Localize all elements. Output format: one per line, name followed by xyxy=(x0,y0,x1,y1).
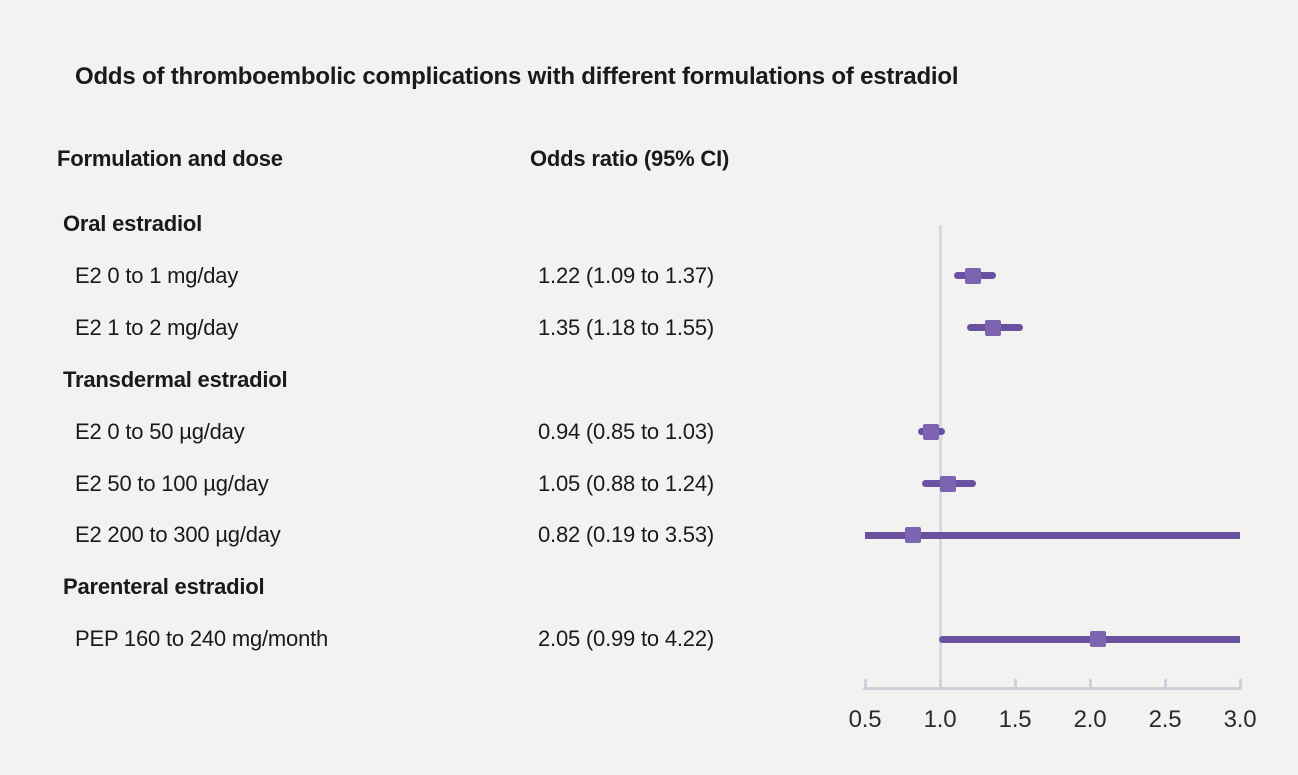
row-label: E2 0 to 50 µg/day xyxy=(75,418,245,444)
axis-tick xyxy=(863,679,867,688)
row-label: E2 50 to 100 µg/day xyxy=(75,470,269,496)
odds-ratio-value: 1.22 (1.09 to 1.37) xyxy=(538,262,714,288)
x-axis-line xyxy=(863,687,1242,690)
axis-tick xyxy=(1238,679,1242,688)
column-header-odds-ratio: Odds ratio (95% CI) xyxy=(530,146,730,171)
figure-title: Odds of thromboembolic complications wit… xyxy=(75,63,959,90)
row-label: E2 1 to 2 mg/day xyxy=(75,314,239,340)
axis-tick xyxy=(1013,679,1017,688)
group-label: Parenteral estradiol xyxy=(63,574,265,600)
ci-line xyxy=(938,635,1240,643)
row-label: PEP 160 to 240 mg/month xyxy=(75,626,329,652)
axis-tick-label: 0.5 xyxy=(848,706,882,733)
axis-tick-label: 1.0 xyxy=(923,706,957,733)
odds-ratio-value: 0.82 (0.19 to 3.53) xyxy=(538,522,714,548)
group-label: Transdermal estradiol xyxy=(63,366,288,392)
axis-tick-label: 1.5 xyxy=(998,706,1032,733)
ci-line xyxy=(865,531,1240,539)
odds-ratio-value: 1.05 (0.88 to 1.24) xyxy=(538,470,714,496)
axis-tick xyxy=(1088,679,1092,688)
column-header-formulation: Formulation and dose xyxy=(57,146,283,171)
row-label: E2 200 to 300 µg/day xyxy=(75,522,281,548)
point-estimate-marker xyxy=(984,319,1001,336)
group-label: Oral estradiol xyxy=(63,211,203,236)
axis-tick xyxy=(1163,679,1167,688)
point-estimate-marker xyxy=(923,423,939,440)
point-estimate-marker xyxy=(939,475,956,492)
point-estimate-marker xyxy=(965,267,981,284)
odds-ratio-value: 2.05 (0.99 to 4.22) xyxy=(538,626,714,652)
axis-tick xyxy=(938,679,942,688)
axis-tick-label: 3.0 xyxy=(1223,706,1257,733)
reference-line xyxy=(938,225,942,690)
odds-ratio-value: 1.35 (1.18 to 1.55) xyxy=(538,314,714,340)
odds-ratio-value: 0.94 (0.85 to 1.03) xyxy=(538,418,714,444)
axis-tick-label: 2.0 xyxy=(1073,706,1107,733)
axis-tick-label: 2.5 xyxy=(1148,706,1182,733)
row-label: E2 0 to 1 mg/day xyxy=(75,262,239,288)
point-estimate-marker xyxy=(905,527,921,544)
point-estimate-marker xyxy=(1089,631,1106,648)
